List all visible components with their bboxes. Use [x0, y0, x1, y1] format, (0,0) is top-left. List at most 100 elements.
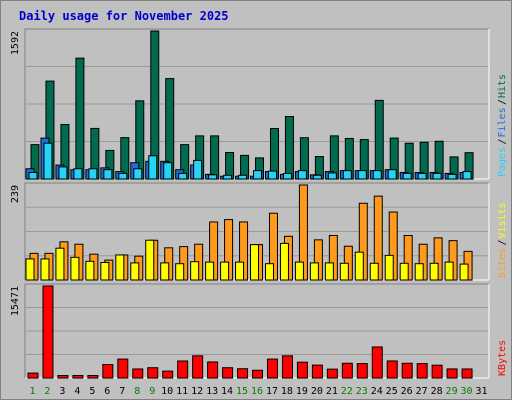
- x-tick-day-8: 8: [134, 386, 140, 397]
- x-tick-day-30: 30: [461, 386, 473, 397]
- bar-pages-day-18: [282, 172, 292, 180]
- y-max-label: 239: [10, 185, 21, 203]
- y-max-label: 1592: [10, 31, 21, 55]
- legend-separator: /: [497, 138, 508, 144]
- legend-label-hits: Hits: [497, 74, 508, 98]
- bar-sites-day-18: [279, 242, 289, 281]
- legend-label-kbytes: KBytes: [497, 340, 508, 376]
- bar-hits-day-24: [374, 99, 384, 180]
- bar-sites-day-7: [115, 254, 125, 281]
- bar-sites-day-15: [235, 261, 245, 281]
- bar-sites-day-29: [444, 261, 454, 281]
- x-tick-day-19: 19: [296, 386, 308, 397]
- legend-label-files: Files: [497, 107, 508, 137]
- bar-sites-day-17: [264, 263, 274, 281]
- x-tick-day-23: 23: [356, 386, 368, 397]
- bar-sites-day-6: [100, 262, 110, 281]
- bar-sites-day-14: [220, 261, 230, 281]
- x-tick-day-27: 27: [416, 386, 428, 397]
- bar-sites-day-26: [399, 262, 409, 281]
- panel-visits-sites: 239 Sites /Visits: [10, 182, 508, 281]
- bar-sites-day-12: [190, 261, 200, 281]
- bar-pages-day-20: [312, 174, 322, 180]
- x-tick-day-22: 22: [341, 386, 353, 397]
- bar-pages-day-21: [327, 172, 337, 180]
- y-max-label: 15471: [10, 286, 21, 316]
- bar-pages-day-8: [133, 168, 143, 180]
- bar-kbytes-day-13: [207, 361, 219, 379]
- bar-kbytes-day-20: [311, 364, 323, 379]
- bar-sites-day-8: [130, 262, 140, 281]
- bar-kbytes-day-15: [237, 368, 249, 379]
- x-tick-day-9: 9: [149, 386, 155, 397]
- bar-sites-day-2: [40, 258, 50, 281]
- bar-pages-day-13: [208, 174, 218, 180]
- bar-pages-day-1: [28, 171, 38, 180]
- bar-pages-day-30: [462, 171, 472, 180]
- legend-label-pages: Pages: [497, 147, 508, 177]
- bar-pages-day-11: [178, 172, 188, 180]
- x-tick-day-4: 4: [74, 386, 80, 397]
- legend-label-sites: Sites: [497, 248, 508, 278]
- right-legend: Pages/Files/Hits: [497, 74, 508, 177]
- panel-kbytes: 15471 KBytes: [10, 283, 508, 379]
- bar-pages-day-10: [163, 162, 173, 180]
- bar-kbytes-day-3: [57, 375, 69, 379]
- bar-kbytes-day-14: [222, 367, 234, 379]
- bar-pages-day-2: [43, 142, 53, 180]
- x-tick-day-1: 1: [29, 386, 35, 397]
- bar-pages-day-24: [372, 170, 382, 180]
- x-tick-day-15: 15: [236, 386, 248, 397]
- bar-sites-day-13: [205, 261, 215, 281]
- bar-kbytes-day-1: [27, 372, 39, 379]
- bar-sites-day-16: [250, 244, 260, 281]
- bar-pages-day-15: [238, 174, 248, 180]
- bar-kbytes-day-6: [102, 364, 114, 379]
- x-tick-day-10: 10: [161, 386, 173, 397]
- bar-sites-day-10: [160, 262, 170, 281]
- bar-pages-day-26: [402, 172, 412, 180]
- bar-pages-day-28: [432, 172, 442, 180]
- bar-kbytes-day-7: [117, 358, 129, 379]
- bar-sites-day-4: [70, 256, 80, 281]
- bar-kbytes-day-19: [296, 361, 308, 379]
- right-legend: Sites /Visits: [497, 202, 508, 278]
- bar-kbytes-day-9: [147, 367, 159, 379]
- bar-kbytes-day-23: [356, 363, 368, 379]
- bar-kbytes-day-29: [446, 368, 458, 379]
- bar-kbytes-day-8: [132, 368, 144, 379]
- x-tick-day-16: 16: [251, 386, 263, 397]
- bar-kbytes-day-30: [461, 368, 473, 379]
- bar-kbytes-day-24: [371, 346, 383, 379]
- bar-kbytes-day-4: [72, 375, 84, 379]
- bar-sites-day-11: [175, 263, 185, 281]
- bar-hits-day-18: [284, 116, 294, 180]
- x-tick-day-13: 13: [206, 386, 218, 397]
- bar-sites-day-30: [459, 263, 469, 281]
- bar-kbytes-day-16: [252, 369, 264, 379]
- bar-sites-day-23: [354, 251, 364, 281]
- bar-kbytes-day-17: [266, 358, 278, 379]
- x-tick-day-18: 18: [281, 386, 293, 397]
- bar-sites-day-28: [429, 262, 439, 281]
- bar-kbytes-day-28: [431, 364, 443, 379]
- bar-pages-day-12: [193, 159, 203, 180]
- bar-sites-day-22: [339, 262, 349, 281]
- x-tick-day-29: 29: [446, 386, 458, 397]
- bar-sites-day-21: [324, 262, 334, 281]
- bar-sites-day-9: [145, 239, 155, 281]
- bar-pages-day-9: [148, 155, 158, 180]
- bar-pages-day-29: [447, 173, 457, 180]
- bar-sites-day-24: [369, 262, 379, 281]
- bar-pages-day-14: [223, 174, 233, 180]
- x-tick-day-12: 12: [191, 386, 203, 397]
- bar-kbytes-day-27: [416, 363, 428, 379]
- x-tick-day-11: 11: [176, 386, 188, 397]
- bar-pages-day-19: [297, 170, 307, 180]
- bar-pages-day-5: [88, 168, 98, 180]
- bar-hits-day-4: [75, 57, 85, 180]
- bar-hits-day-13: [210, 135, 220, 180]
- bar-sites-day-25: [384, 254, 394, 281]
- x-tick-day-7: 7: [119, 386, 125, 397]
